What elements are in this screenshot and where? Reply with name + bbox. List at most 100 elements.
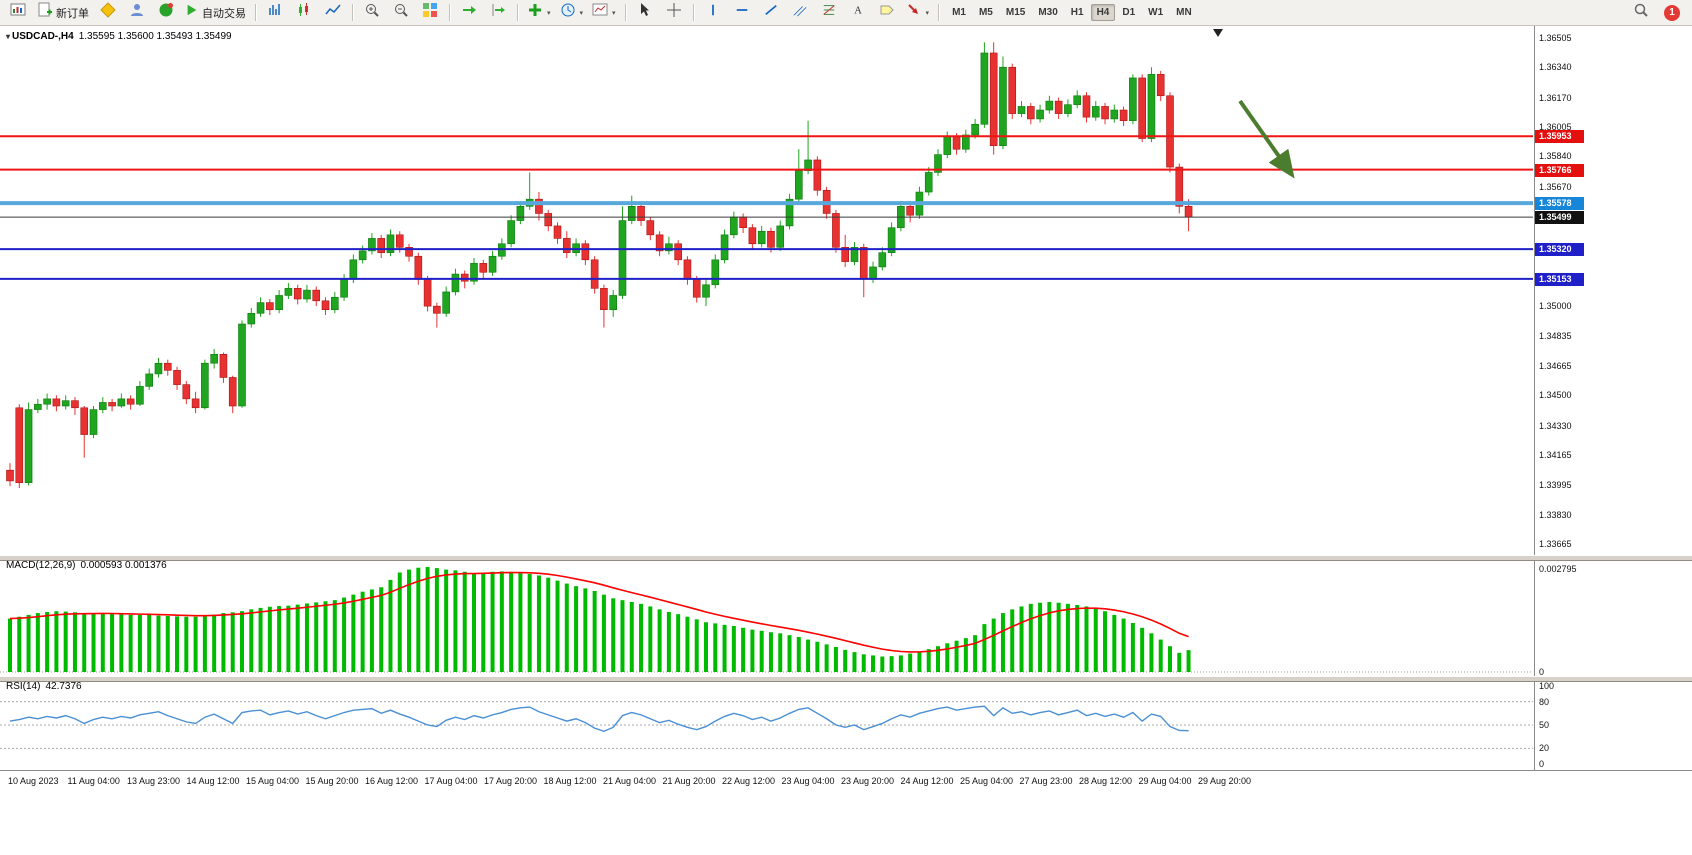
templates-button[interactable]: ▾ xyxy=(588,2,620,24)
periods-clock-icon xyxy=(560,2,576,23)
price-line-badge: 1.35499 xyxy=(1535,211,1584,225)
price-axis-label: 1.33665 xyxy=(1539,539,1572,550)
time-axis-label: 17 Aug 20:00 xyxy=(484,776,538,786)
chevron-down-icon: ▾ xyxy=(925,9,930,17)
cursor-icon xyxy=(637,2,653,23)
ohlc-values: 1.35595 1.35600 1.35493 1.35499 xyxy=(78,31,232,42)
text-label-button[interactable] xyxy=(873,2,901,24)
arrows-tool-button[interactable]: ▾ xyxy=(902,2,934,24)
autotrading-label: 自动交易 xyxy=(202,7,246,20)
price-axis-label: 1.34165 xyxy=(1539,450,1572,461)
zoom-in-button[interactable] xyxy=(358,2,386,24)
time-axis-label: 21 Aug 04:00 xyxy=(603,776,657,786)
timeframe-button-D1[interactable]: D1 xyxy=(1122,7,1136,18)
price-axis-label: 1.33830 xyxy=(1539,509,1572,520)
rsi-value: 42.7376 xyxy=(45,681,82,692)
time-axis-label: 10 Aug 2023 xyxy=(8,776,59,786)
timeframe-button-W1[interactable]: W1 xyxy=(1148,7,1164,18)
notification-badge[interactable]: 1 xyxy=(1664,4,1680,21)
candlestick-chart-button[interactable] xyxy=(290,2,318,24)
chart-dropdown-caret-icon[interactable]: ▾ xyxy=(6,32,11,41)
candlestick-chart-icon xyxy=(296,2,312,23)
symbol-period-label: USDCAD-,H4 xyxy=(12,31,74,42)
timeframe-button-H4[interactable]: H4 xyxy=(1090,4,1116,21)
time-axis[interactable]: 10 Aug 2023 11 Aug 04:00 13 Aug 23:00 14 Au… xyxy=(0,770,1692,795)
chart-shift-icon xyxy=(490,2,506,23)
timeframe-button-M15[interactable]: M15 xyxy=(1005,7,1026,18)
price-axis-label: 1.34500 xyxy=(1539,390,1572,401)
metaeditor-button[interactable] xyxy=(94,2,122,24)
profiles-button[interactable] xyxy=(123,2,151,24)
new-order-button[interactable]: 新订单 xyxy=(33,2,93,24)
fibonacci-icon xyxy=(822,2,836,23)
rsi-panel-splitter[interactable] xyxy=(0,676,1692,682)
trendline-button[interactable] xyxy=(757,2,785,24)
text-tool-button[interactable]: A xyxy=(844,2,872,24)
timeframe-button-M30[interactable]: M30 xyxy=(1038,7,1058,18)
price-line-badge: 1.35153 xyxy=(1535,272,1584,286)
price-axis-label: 1.36005 xyxy=(1539,121,1572,132)
channel-icon xyxy=(793,2,807,23)
chevron-down-icon: ▾ xyxy=(612,9,616,17)
profiles-icon xyxy=(129,2,145,23)
toolbar-right: 1 xyxy=(1627,2,1688,24)
chart-symbol-header: ▾ USDCAD-,H4 1.35595 1.35600 1.35493 1.354… xyxy=(6,31,232,42)
bar-chart-button[interactable] xyxy=(261,2,289,24)
cursor-button[interactable] xyxy=(631,2,659,24)
new-chart-button[interactable] xyxy=(4,2,32,24)
line-chart-icon xyxy=(325,2,341,23)
timeframe-button-H1[interactable]: H1 xyxy=(1070,7,1084,18)
periods-button[interactable]: ▾ xyxy=(556,2,588,24)
auto-scroll-icon xyxy=(461,2,477,23)
trendline-icon xyxy=(764,2,778,23)
timeframe-button-MN[interactable]: MN xyxy=(1176,7,1192,18)
time-axis-label: 15 Aug 04:00 xyxy=(246,776,300,786)
time-axis-label: 28 Aug 12:00 xyxy=(1079,776,1133,786)
price-axis-label: 1.34330 xyxy=(1539,420,1572,431)
chart-shift-button[interactable] xyxy=(484,2,512,24)
community-icon xyxy=(158,2,174,23)
chart-canvas[interactable] xyxy=(0,26,1534,770)
fibonacci-button[interactable] xyxy=(815,2,843,24)
new-order-icon xyxy=(37,2,53,23)
horizontal-line-button[interactable] xyxy=(728,2,756,24)
crosshair-button[interactable] xyxy=(660,2,688,24)
price-axis-label: 1.35000 xyxy=(1539,301,1572,312)
vertical-line-button[interactable] xyxy=(699,2,727,24)
time-axis-label: 18 Aug 12:00 xyxy=(543,776,597,786)
line-chart-button[interactable] xyxy=(319,2,347,24)
vertical-line-icon xyxy=(706,2,720,23)
zoom-out-button[interactable] xyxy=(387,2,415,24)
time-axis-label: 27 Aug 23:00 xyxy=(1019,776,1073,786)
price-line-badge: 1.35766 xyxy=(1535,163,1584,177)
toolbar-separator xyxy=(352,4,353,21)
chevron-down-icon: ▾ xyxy=(547,9,551,17)
templates-icon xyxy=(592,2,608,23)
macd-panel-splitter[interactable] xyxy=(0,555,1692,561)
community-button[interactable] xyxy=(152,2,180,24)
timeframe-button-M1[interactable]: M1 xyxy=(952,7,966,18)
text-tool-icon: A xyxy=(851,2,865,23)
channel-button[interactable] xyxy=(786,2,814,24)
auto-scroll-button[interactable] xyxy=(455,2,483,24)
toolbar-separator xyxy=(624,4,626,21)
add-indicator-button[interactable]: ▾ xyxy=(523,2,555,24)
price-axis-label: 1.33995 xyxy=(1539,480,1572,491)
rsi-indicator-header: RSI(14) 42.7376 xyxy=(6,681,82,692)
time-axis-label: 24 Aug 12:00 xyxy=(900,776,954,786)
bar-chart-icon xyxy=(267,2,283,23)
price-axis-label: 1.34835 xyxy=(1539,330,1572,341)
autotrading-button[interactable]: 自动交易 xyxy=(181,2,250,24)
zoom-out-icon xyxy=(393,2,409,23)
toolbar-separator xyxy=(692,4,694,21)
time-axis-label: 29 Aug 04:00 xyxy=(1138,776,1192,786)
timeframe-button-M5[interactable]: M5 xyxy=(978,7,993,18)
search-button[interactable] xyxy=(1627,2,1655,24)
tile-windows-button[interactable] xyxy=(416,2,444,24)
price-line-badge: 1.35953 xyxy=(1535,130,1584,144)
price-axis-label: 1.36340 xyxy=(1539,62,1572,73)
time-axis-label: 29 Aug 20:00 xyxy=(1198,776,1252,786)
chevron-down-icon: ▾ xyxy=(579,9,584,17)
search-icon xyxy=(1633,2,1649,23)
horizontal-line-icon xyxy=(735,2,749,23)
